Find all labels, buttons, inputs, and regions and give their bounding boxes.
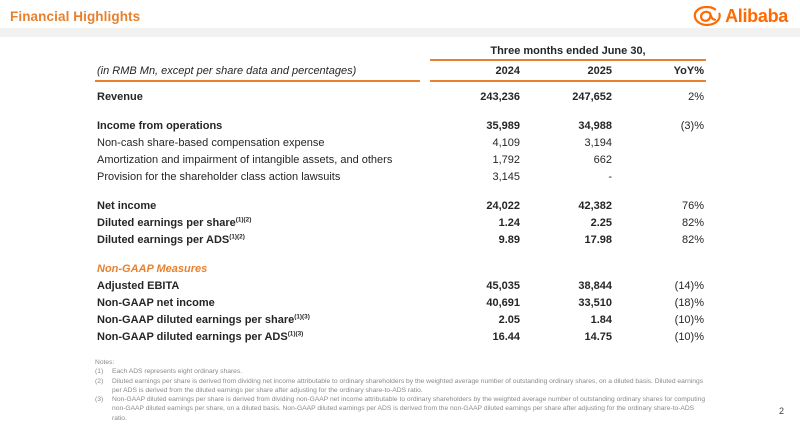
cell-2024: 3,145 [492,170,520,183]
notes-section: Notes: (1) Each ADS represents eight ordi… [95,358,706,423]
cell-2024: 16.44 [492,330,520,343]
row-label: Non-cash share-based compensation expens… [97,136,325,149]
cell-2025: 17.98 [584,233,612,246]
cell-yoy: 76% [681,199,704,212]
cell-2024: 243,236 [480,90,520,103]
header-divider [0,28,800,37]
table-caption: (in RMB Mn, except per share data and pe… [95,61,420,82]
page-number: 2 [778,406,784,416]
row-label: Revenue [97,90,143,103]
span-header: Three months ended June 30, [430,45,706,61]
note-number: (2) [95,377,104,385]
table-row: Diluted earnings per share(1)(2) 1.24 2.25… [95,214,706,231]
row-label: Adjusted EBITA [97,279,180,292]
spacer-cell [95,45,430,61]
cell-2025: 14.75 [584,330,612,343]
row-label: Non-GAAP diluted earnings per ADS(1)(3) [97,329,304,343]
table-span-header-row: Three months ended June 30, [95,45,706,61]
note-item: (1) Each ADS represents eight ordinary sh… [95,367,706,376]
table-row: Non-cash share-based compensation expens… [95,134,706,151]
table-row: Non-GAAP diluted earnings per share(1)(3… [95,311,706,328]
table-row: Amortization and impairment of intangibl… [95,151,706,168]
row-label: Income from operations [97,119,223,132]
table-column-header-row: (in RMB Mn, except per share data and pe… [95,61,706,82]
notes-heading: Notes: [95,359,115,366]
cell-2024: 24,022 [486,199,520,212]
row-label: Amortization and impairment of intangibl… [97,153,393,166]
row-label: Non-GAAP net income [97,296,215,309]
cell-2024: 40,691 [486,296,520,309]
cell-2024: 9.89 [498,233,520,246]
cell-2025: 42,382 [578,199,612,212]
column-header-yoy: YoY% [614,61,706,82]
alibaba-logo-text: Alibaba [725,5,788,26]
financial-table: Three months ended June 30, (in RMB Mn, … [95,45,706,345]
row-label: Non-GAAP Measures [97,262,208,275]
table-row: Diluted earnings per ADS(1)(2) 9.89 17.98 8… [95,231,706,248]
table-body: Revenue 243,236 247,652 2% Income from opera… [95,88,706,345]
cell-2025: 2.25 [590,216,612,229]
row-label: Net income [97,199,157,212]
note-text: Diluted earnings per share is derived fr… [112,377,704,394]
cell-2024: 45,035 [486,279,520,292]
cell-yoy: 82% [681,216,704,229]
cell-yoy: (18)% [674,296,704,309]
cell-2025: 3,194 [584,136,612,149]
table-row: Net income 24,022 42,382 76% [95,197,706,214]
cell-yoy: (14)% [674,279,704,292]
cell-2025: - [608,170,612,183]
note-number: (1) [95,368,104,376]
alibaba-logo: Alibaba [692,5,790,27]
cell-2024: 1,792 [492,153,520,166]
cell-2024: 35,989 [486,119,520,132]
table-row: Adjusted EBITA 45,035 38,844 (14)% [95,277,706,294]
row-label: Provision for the shareholder class acti… [97,170,341,183]
alibaba-mark-icon [693,5,721,27]
cell-2025: 33,510 [578,296,612,309]
table-row: Revenue 243,236 247,652 2% [95,88,706,105]
note-item: (2) Diluted earnings per share is derived… [95,377,706,396]
page-title: Financial Highlights [10,8,141,24]
title-bar: Financial Highlights Alibaba [0,0,800,28]
cell-2025: 34,988 [578,119,612,132]
note-text: Each ADS represents eight ordinary share… [112,368,243,376]
cell-2025: 247,652 [572,90,612,103]
table-row: Non-GAAP net income 40,691 33,510 (18)% [95,294,706,311]
cell-2024: 1.24 [498,216,520,229]
note-number: (3) [95,396,104,403]
column-header-2024: 2024 [430,61,522,82]
cell-yoy: (10)% [674,313,704,326]
row-label: Diluted earnings per ADS(1)(2) [97,232,245,246]
row-label: Non-GAAP diluted earnings per share(1)(3… [97,312,310,326]
cell-2025: 38,844 [578,279,612,292]
table-row: Non-GAAP diluted earnings per ADS(1)(3) 1… [95,328,706,345]
row-label: Diluted earnings per share(1)(2) [97,215,252,229]
cell-yoy: 82% [681,233,704,246]
cell-2025: 662 [593,153,612,166]
note-text: Non-GAAP diluted earnings per share is d… [112,396,706,422]
cell-yoy: (3)% [680,119,704,132]
section-header-row: Non-GAAP Measures [95,260,706,277]
table-row: Provision for the shareholder class acti… [95,168,706,185]
cell-yoy: 2% [688,90,704,103]
table-row: Income from operations 35,989 34,988 (3)% [95,117,706,134]
note-item: (3) Non-GAAP diluted earnings per share i… [95,395,706,423]
cell-2024: 2.05 [498,313,520,326]
cell-yoy: (10)% [674,330,704,343]
column-header-2025: 2025 [522,61,614,82]
cell-2025: 1.84 [590,313,612,326]
cell-2024: 4,109 [492,136,520,149]
notes-list: (1) Each ADS represents eight ordinary sh… [95,367,706,423]
